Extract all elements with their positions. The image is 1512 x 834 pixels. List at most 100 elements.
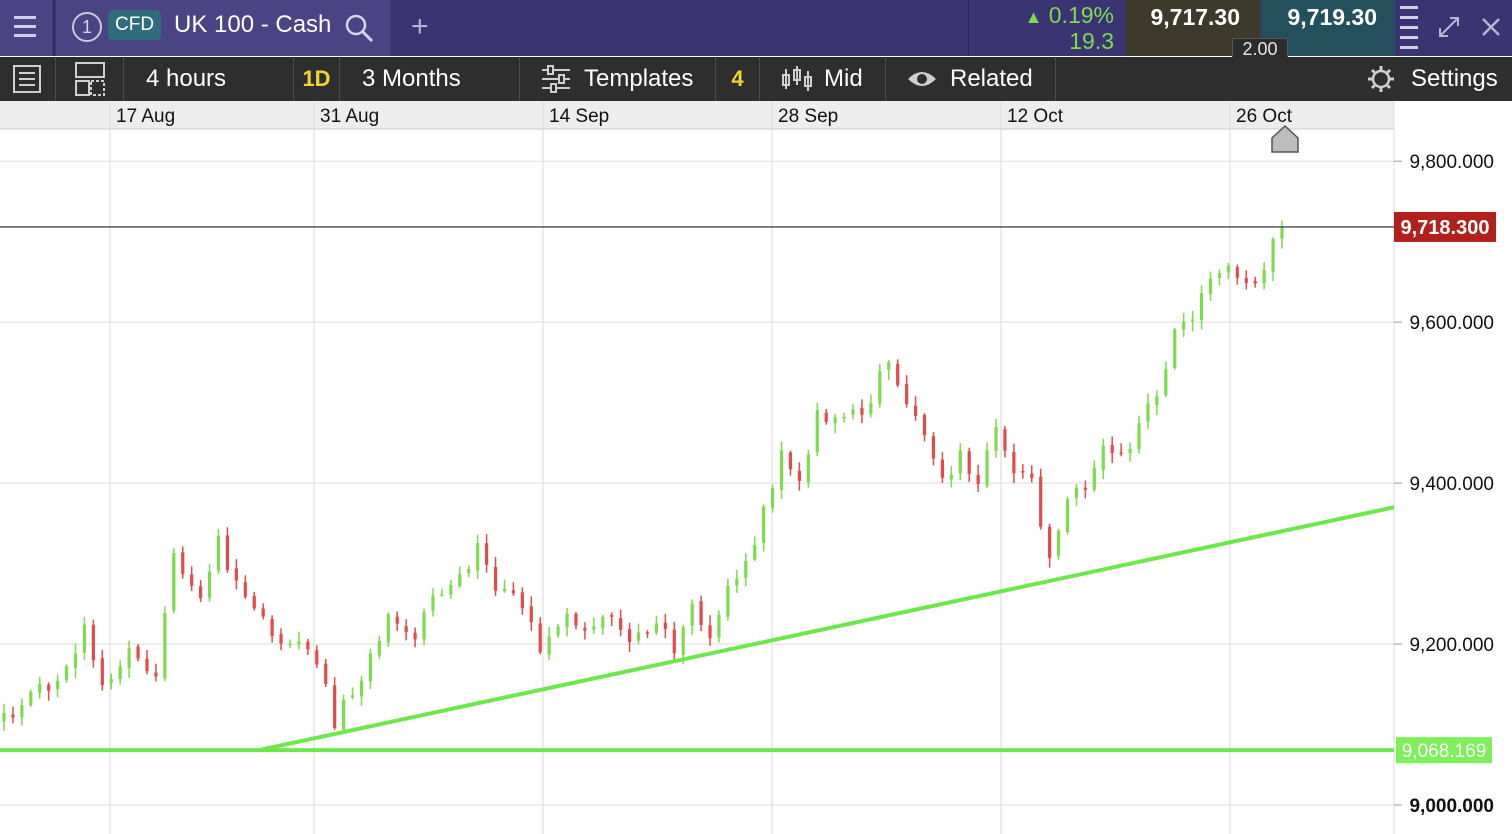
candle-body (1235, 267, 1239, 278)
close-icon[interactable] (1476, 0, 1506, 56)
change-absolute: 19.3 (1069, 28, 1114, 54)
candle-body (958, 450, 962, 474)
candle-body (91, 624, 95, 661)
candle-body (207, 571, 212, 598)
instrument-name: UK 100 - Cash (174, 11, 332, 38)
price-type-label: Mid (824, 65, 863, 92)
layout-button[interactable] (56, 57, 124, 101)
x-tick-label: 17 Aug (116, 106, 175, 127)
candle-body (592, 626, 596, 630)
candle-body (538, 623, 542, 653)
chart-toolbar: 4 hours 1D 3 Months Templates 4 Mid Rela… (0, 57, 1512, 101)
candlestick-icon (782, 66, 812, 91)
candle-body (905, 383, 909, 405)
candle-body (1182, 321, 1186, 330)
candle-body (610, 615, 614, 617)
sell-price-button[interactable]: 9,717.30 (1126, 0, 1260, 56)
candle-body (359, 680, 364, 697)
candle-body (145, 658, 149, 672)
candle-body (645, 632, 650, 634)
candle-body (1021, 471, 1025, 473)
candle-body (386, 614, 390, 643)
candle-body (56, 680, 60, 690)
candle-body (619, 618, 623, 630)
sliders-icon (542, 65, 570, 93)
candle-body (333, 685, 337, 729)
candle-body (1191, 319, 1195, 322)
x-tick-label: 28 Sep (778, 106, 838, 127)
candle-body (100, 658, 104, 686)
drag-handle-icon[interactable] (1398, 0, 1422, 56)
support-level-tag (1396, 737, 1492, 764)
rising-trendline (257, 505, 1395, 753)
candle-body (109, 678, 113, 683)
candle-body (1003, 429, 1007, 451)
hamburger-menu-icon[interactable] (0, 0, 54, 56)
chart-list-button[interactable] (0, 57, 56, 101)
add-tab-button[interactable]: + (398, 0, 446, 56)
candle-body (1217, 273, 1222, 278)
change-percent: ▲ 0.19% (1024, 2, 1114, 28)
period-selector[interactable]: 3 Months (340, 57, 520, 101)
price-type-selector[interactable]: Mid (760, 57, 886, 101)
y-axis-panel (1394, 101, 1512, 834)
candle-body (136, 646, 140, 659)
candle-body (949, 474, 953, 480)
templates-button[interactable]: Templates (520, 57, 716, 101)
candle-body (297, 641, 301, 645)
candle-body (762, 506, 766, 543)
interval-selector[interactable]: 4 hours (124, 57, 294, 101)
candle-body (797, 470, 801, 481)
x-tick-label: 31 Aug (320, 106, 379, 127)
chart-canvas[interactable]: 17 Aug 31 Aug 14 Sep 28 Sep 12 Oct 26 Oct 9,8… (0, 101, 1512, 834)
candle-body (779, 450, 784, 490)
candle-body (449, 584, 453, 595)
x-tick-label: 26 Oct (1236, 106, 1293, 127)
candle-body (342, 699, 346, 730)
candle-body (324, 663, 328, 685)
candle-body (127, 648, 131, 669)
candle-body (485, 543, 489, 565)
y-tick-label: 9,400.000 (1409, 474, 1494, 495)
candle-body (913, 405, 918, 416)
candle-body (64, 666, 69, 681)
x-axis-labels: 17 Aug 31 Aug 14 Sep 28 Sep 12 Oct 26 Oct (116, 106, 1293, 127)
candle-body (601, 616, 605, 629)
candle-body (1271, 238, 1275, 272)
candle-body (1092, 467, 1096, 490)
candle-body (431, 595, 435, 611)
candle-body (726, 585, 730, 617)
candle-body (1199, 293, 1204, 321)
candle-body (458, 574, 462, 586)
candle-body (225, 535, 230, 571)
eye-icon (908, 72, 936, 86)
candle-body (261, 608, 265, 617)
settings-button[interactable]: Settings (1356, 57, 1512, 101)
search-icon[interactable] (344, 13, 374, 43)
candle-body (395, 616, 399, 624)
expand-icon[interactable] (1434, 0, 1464, 56)
candle-body (833, 417, 837, 424)
candle-body (708, 625, 712, 639)
candle-body (896, 363, 900, 386)
candle-body (216, 535, 221, 571)
support-level-label: 9,068.169 (1402, 741, 1487, 762)
candle-body (47, 684, 51, 691)
candle-body (252, 595, 256, 609)
instrument-header: 1 CFD UK 100 - Cash + ▲ 0.19% 19.3 9,717… (0, 0, 1512, 59)
related-button[interactable]: Related (886, 57, 1056, 101)
candle-body (29, 691, 33, 706)
candle-body (1280, 226, 1284, 239)
candle-body (1119, 452, 1123, 454)
candle-body (994, 426, 998, 451)
indicator-count-badge[interactable]: 4 (716, 57, 760, 101)
candle-body (824, 412, 828, 423)
candle-body (681, 627, 685, 655)
interval-badge[interactable]: 1D (294, 57, 340, 101)
candle-body (967, 451, 971, 474)
candle-body (878, 371, 882, 404)
candle-body (547, 636, 551, 655)
chart-overlays[interactable]: 9,718.300 9,068.169 (0, 124, 1496, 764)
price-chart[interactable]: 17 Aug 31 Aug 14 Sep 28 Sep 12 Oct 26 Oct 9,8… (0, 101, 1512, 834)
instrument-tab[interactable]: 1 CFD UK 100 - Cash (56, 0, 390, 56)
